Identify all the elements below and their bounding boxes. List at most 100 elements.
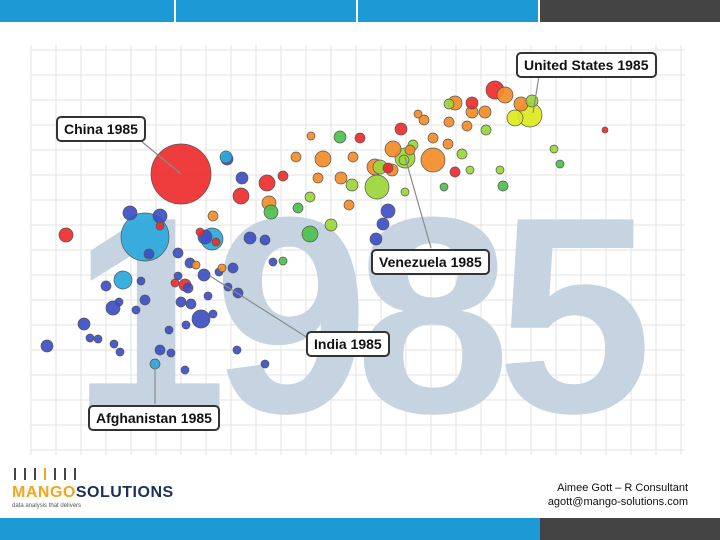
bubble-mark: [100, 280, 112, 292]
bubble-mark: [292, 202, 304, 214]
bubble-mark: [219, 150, 233, 164]
bubble-mark: [131, 305, 141, 315]
bubble-mark: [143, 248, 155, 260]
bubble-mark: [268, 257, 278, 267]
bubble-mark: [278, 256, 288, 266]
annotation-india: India 1985: [306, 331, 390, 357]
bubble-mark: [347, 151, 359, 163]
annotation-afghanistan: Afghanistan 1985: [88, 405, 220, 431]
bubble-mark: [480, 124, 492, 136]
bubble-mark: [58, 227, 74, 243]
bubble-mark: [442, 138, 454, 150]
bubble-mark: [277, 170, 289, 182]
bubble-mark: [290, 151, 302, 163]
bubble-mark: [113, 270, 133, 290]
bubble-mark: [334, 171, 348, 185]
bubble-mark: [197, 268, 211, 282]
bubble-mark: [258, 174, 276, 192]
bubble-mark: [122, 205, 138, 221]
bubble-mark: [154, 344, 166, 356]
bubble-mark: [195, 227, 205, 237]
bubble-mark: [207, 210, 219, 222]
bubble-mark: [333, 130, 347, 144]
bubble-mark: [77, 317, 91, 331]
presenter-credit: Aimee Gott – R Consultant agott@mango-so…: [548, 481, 688, 509]
bubble-mark: [382, 162, 394, 174]
bubble-mark: [398, 154, 410, 166]
logo-mango-text: MANGO: [12, 484, 76, 501]
logo-bar: [34, 468, 36, 480]
bubble-mark: [301, 225, 319, 243]
bubble-mark: [443, 116, 455, 128]
annotation-united-states: United States 1985: [516, 52, 657, 78]
bubble-mark: [506, 109, 524, 127]
bubble-mark: [109, 339, 119, 349]
logo-tagline: data analysis that delivers: [12, 503, 82, 509]
bubble-mark: [260, 359, 270, 369]
header-bar-segment-4: [540, 0, 720, 22]
bubble-mark: [180, 365, 190, 375]
bubble-mark: [354, 132, 366, 144]
annotation-venezuela: Venezuela 1985: [371, 249, 490, 275]
bubble-mark: [191, 309, 211, 329]
bubble-mark: [232, 187, 250, 205]
bubble-mark: [164, 325, 174, 335]
logo-bar: [24, 468, 26, 480]
mango-solutions-logo: MANGOSOLUTIONS data analysis that delive…: [12, 468, 174, 512]
logo-bar: [74, 468, 76, 480]
bubble-mark: [85, 333, 95, 343]
bubble-mark: [181, 320, 191, 330]
bubble-mark: [420, 147, 446, 173]
bubble-mark: [465, 96, 479, 110]
bubble-mark: [170, 278, 180, 288]
logo-bar: [14, 468, 16, 480]
credit-email: agott@mango-solutions.com: [547, 496, 688, 508]
bubble-mark: [243, 231, 257, 245]
bubble-mark: [232, 345, 242, 355]
bubble-mark: [139, 294, 151, 306]
bubble-mark: [217, 263, 227, 273]
bubble-mark: [155, 221, 165, 231]
credit-name: Aimee Gott – R Consultant: [557, 482, 688, 494]
bubble-mark: [263, 204, 279, 220]
logo-bar: [64, 468, 66, 480]
bubble-mark: [203, 291, 213, 301]
bubble-mark: [304, 191, 316, 203]
bubble-mark: [555, 159, 565, 169]
bubble-mark: [185, 298, 197, 310]
bubble-mark: [343, 199, 355, 211]
bubble-mark: [166, 348, 176, 358]
bubble-mark: [191, 260, 201, 270]
bubble-mark: [449, 166, 461, 178]
leader-line: [532, 75, 540, 114]
bubble-mark: [465, 165, 475, 175]
bubble-mark: [314, 150, 332, 168]
header-bar: [0, 0, 720, 22]
logo-solutions-text: SOLUTIONS: [75, 484, 174, 501]
bubble-mark: [418, 114, 430, 126]
bubble-mark: [478, 105, 492, 119]
bubble-chart: 1985: [30, 45, 685, 458]
bubble-mark: [182, 282, 194, 294]
bubble-mark: [93, 334, 103, 344]
bubble-mark: [208, 309, 218, 319]
header-bar-segment-3: [358, 0, 538, 22]
bubble-mark: [345, 178, 359, 192]
bubble-mark: [136, 276, 146, 286]
bubble-mark: [235, 171, 249, 185]
logo-bar: [54, 468, 56, 480]
bubble-mark: [413, 109, 423, 119]
bubble-mark: [306, 131, 316, 141]
annotation-china: China 1985: [56, 116, 146, 142]
bubble-mark: [384, 140, 402, 158]
bubble-mark: [40, 339, 54, 353]
bubble-mark: [369, 232, 383, 246]
footer-bar: [0, 518, 720, 540]
bubble-mark: [404, 144, 416, 156]
bubble-mark: [172, 247, 184, 259]
bubble-mark: [400, 187, 410, 197]
bubble-mark: [152, 208, 168, 224]
bubble-mark: [211, 237, 221, 247]
bubble-mark: [380, 203, 396, 219]
bubble-mark: [227, 262, 239, 274]
